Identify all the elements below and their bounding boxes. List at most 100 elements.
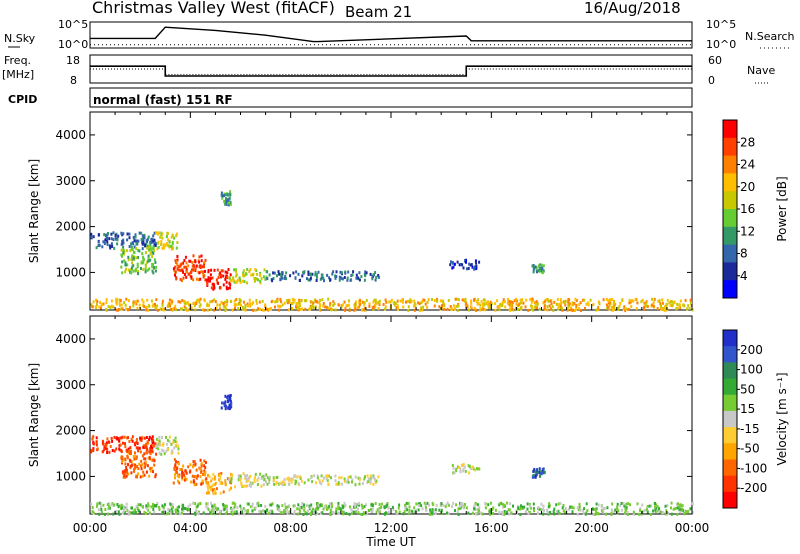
velocity-echo-cell (596, 511, 599, 515)
power-echo-cell (141, 234, 144, 238)
power-echo-cell (543, 306, 546, 310)
velocity-echo-cell (257, 501, 260, 505)
power-echo-cell (233, 299, 236, 303)
velocity-echo-cell (412, 510, 415, 514)
power-echo-cell (150, 238, 153, 242)
velocity-echo-cell (155, 437, 158, 441)
velocity-echo-cell (283, 481, 286, 485)
power-echo-cell (226, 276, 229, 279)
power-echo-cell (689, 298, 692, 302)
power-echo-cell (255, 301, 258, 305)
power-echo-cell (469, 263, 472, 267)
velocity-echo-cell (414, 510, 417, 514)
velocity-echo-cell (468, 471, 471, 475)
power-echo-cell (292, 271, 295, 275)
power-echo-cell (508, 303, 511, 307)
cpid-panel-frame (89, 87, 693, 108)
velocity-echo-cell (251, 481, 254, 485)
power-echo-cell (90, 235, 93, 239)
velocity-echo-cell (501, 512, 504, 516)
velocity-echo-cell (118, 512, 121, 516)
velocity-echo-cell (144, 460, 147, 464)
velocity-echo-cell (178, 475, 181, 479)
power-echo-cell (454, 307, 456, 311)
velocity-echo-cell (90, 502, 93, 506)
velocity-echo-cell (249, 484, 252, 488)
power-echo-cell (607, 299, 610, 303)
power-echo-cell (578, 307, 581, 311)
power-echo-cell (210, 286, 213, 290)
velocity-echo-cell (177, 462, 180, 466)
velocity-colorbar-segment (723, 362, 737, 380)
velocity-echo-cell (108, 502, 110, 506)
power-echo-cell (127, 258, 130, 262)
power-echo-cell (110, 299, 113, 303)
power-echo-cell (388, 300, 391, 304)
power-colorbar-tick-label: 28 (740, 135, 755, 149)
power-colorbar-segment (723, 244, 737, 263)
velocity-echo-cell (353, 505, 355, 509)
velocity-echo-cell (223, 402, 226, 406)
power-echo-cell (318, 301, 321, 305)
power-echo-cell (258, 300, 261, 304)
power-echo-cell (623, 305, 626, 309)
power-echo-cell (213, 283, 216, 287)
velocity-echo-cell (357, 511, 360, 515)
velocity-echo-cell (200, 464, 203, 468)
power-echo-cell (544, 298, 547, 302)
power-echo-cell (183, 299, 186, 303)
power-echo-cell (149, 245, 152, 249)
velocity-echo-cell (256, 478, 259, 482)
velocity-echo-cell (387, 510, 390, 514)
velocity-echo-cell (189, 503, 192, 507)
velocity-echo-cell (293, 474, 296, 478)
power-echo-cell (470, 301, 473, 305)
velocity-echo-cell (267, 511, 270, 515)
power-echo-cell (452, 304, 455, 308)
velocity-echo-cell (547, 512, 550, 516)
power-echo-cell (418, 309, 421, 312)
power-echo-cell (292, 300, 295, 304)
velocity-echo-cell (246, 502, 249, 506)
velocity-echo-cell (193, 460, 196, 464)
power-echo-cell (359, 302, 362, 306)
velocity-echo-cell (675, 502, 678, 506)
power-echo-cell (161, 303, 164, 307)
velocity-echo-cell (106, 503, 109, 506)
velocity-echo-cell (209, 486, 212, 490)
power-echo-cell (568, 302, 571, 306)
velocity-echo-cell (242, 507, 245, 511)
velocity-echo-cell (616, 505, 619, 509)
velocity-echo-cell (260, 477, 263, 481)
power-echo-cell (480, 300, 483, 304)
velocity-echo-cell (626, 510, 629, 514)
velocity-echo-cell (230, 477, 233, 481)
velocity-echo-cell (139, 450, 142, 454)
velocity-echo-cell (192, 460, 195, 463)
velocity-echo-cell (302, 513, 305, 516)
velocity-echo-cell (231, 474, 233, 478)
velocity-echo-cell (654, 508, 657, 512)
velocity-echo-cell (354, 475, 357, 479)
power-echo-cell (679, 299, 682, 303)
power-echo-cell (564, 299, 567, 303)
power-echo-cell (97, 233, 100, 237)
velocity-echo-cell (190, 480, 193, 484)
power-echo-cell (136, 265, 139, 269)
velocity-echo-cell (461, 464, 464, 467)
power-echo-cell (646, 305, 649, 308)
power-echo-cell (183, 305, 186, 309)
velocity-echo-cell (112, 512, 115, 516)
freq-series-line (90, 65, 692, 77)
power-echo-cell (212, 287, 215, 291)
velocity-echo-cell (239, 474, 242, 478)
power-echo-cell (224, 277, 227, 281)
power-echo-cell (120, 307, 123, 311)
power-echo-cell (347, 270, 350, 274)
velocity-echo-cell (335, 482, 338, 486)
power-echo-cell (374, 271, 377, 274)
velocity-echo-cell (368, 509, 371, 513)
velocity-echo-cell (625, 508, 628, 512)
velocity-echo-cell (200, 462, 203, 466)
velocity-echo-cell (499, 502, 502, 506)
